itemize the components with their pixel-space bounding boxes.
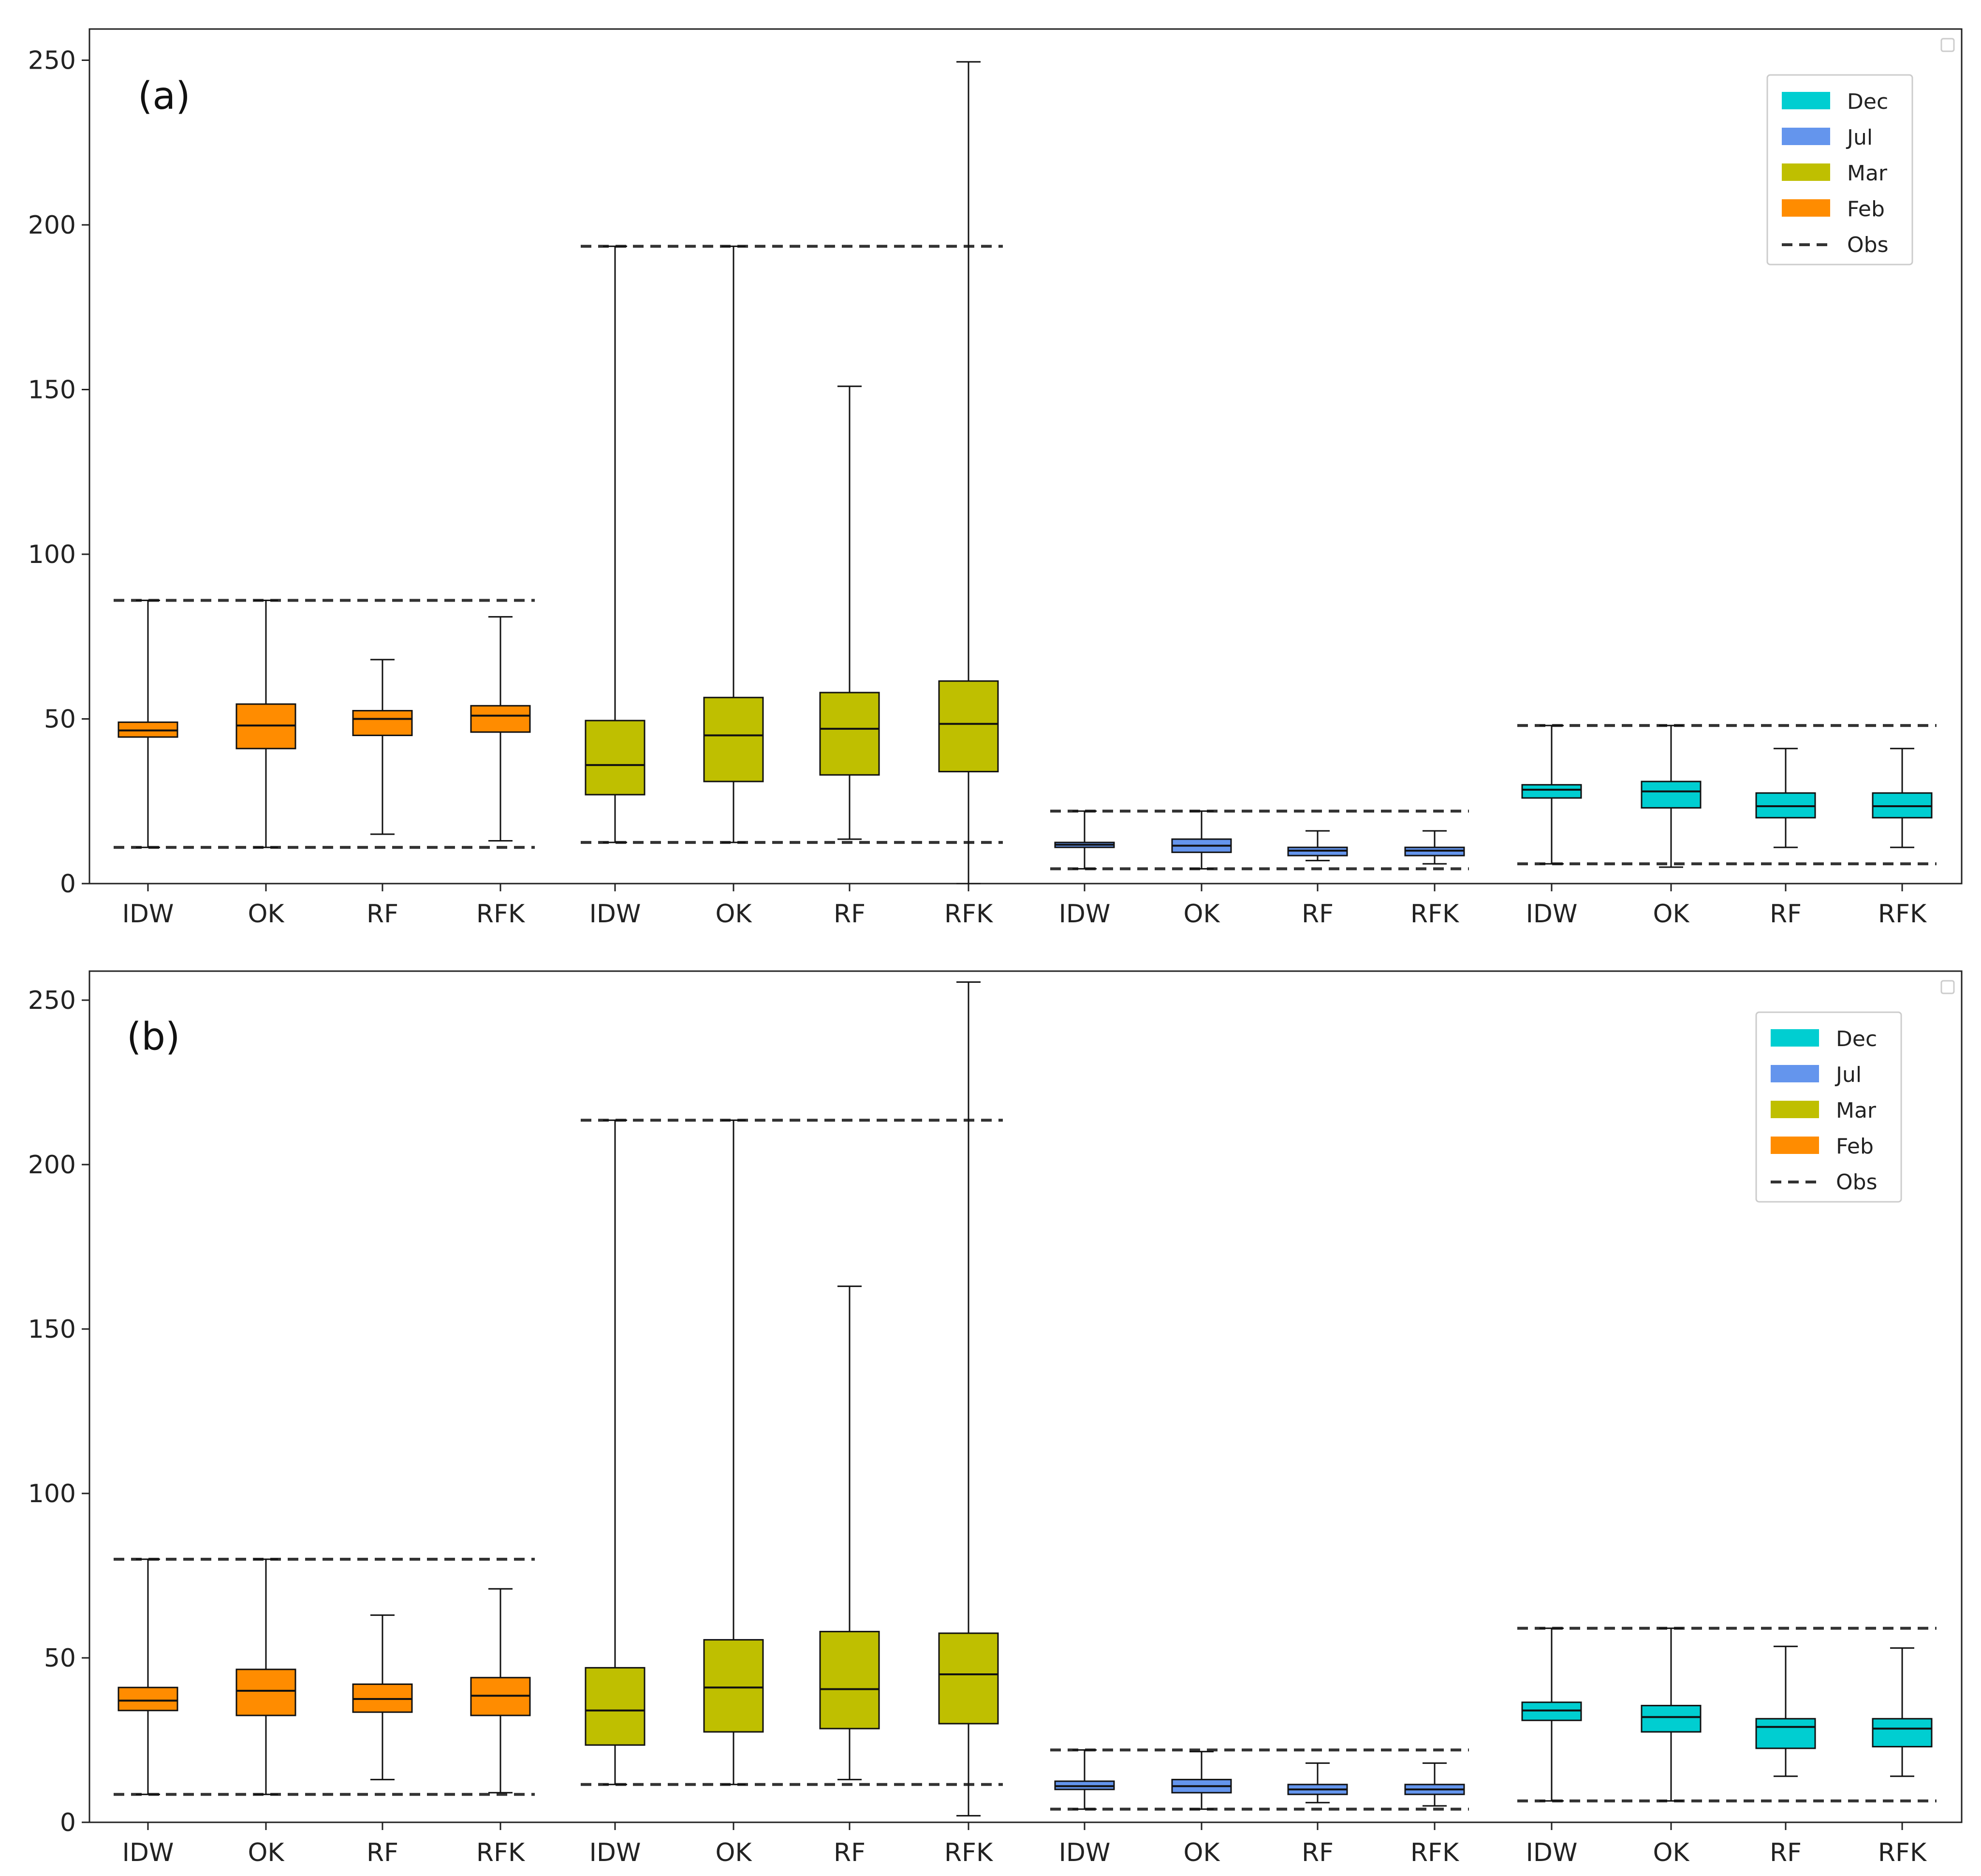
legend-swatch-mar xyxy=(1771,1101,1819,1118)
x-tick-label: RFK xyxy=(1878,900,1927,929)
x-tick-label: RFK xyxy=(1878,1838,1927,1867)
x-tick-label: RF xyxy=(834,900,866,929)
legend-label: Mar xyxy=(1847,161,1888,186)
legend: Dec Jul Mar Feb Obs xyxy=(1766,74,1913,266)
y-tick-label: 50 xyxy=(44,705,76,734)
legend-box xyxy=(1766,74,1913,266)
x-tick-label: IDW xyxy=(589,900,641,929)
x-tick-label: RF xyxy=(1770,900,1802,929)
x-tick-label: RF xyxy=(1302,1838,1334,1867)
x-tick-label: RF xyxy=(1770,1838,1802,1867)
box-mar-rf xyxy=(819,692,880,776)
x-tick-label: IDW xyxy=(1059,1838,1111,1867)
x-tick-label: OK xyxy=(1183,1838,1220,1867)
legend-label: Feb xyxy=(1836,1134,1874,1159)
box-feb-rf xyxy=(352,709,413,737)
y-tick-label: 100 xyxy=(28,1479,76,1508)
x-tick-label: OK xyxy=(1653,1838,1690,1867)
box-mar-idw xyxy=(585,720,646,796)
legend-label: Obs xyxy=(1836,1170,1878,1195)
legend-swatch-dec xyxy=(1782,92,1830,109)
legend-label: Jul xyxy=(1834,1063,1862,1087)
legend-swatch-mar xyxy=(1782,163,1830,181)
x-tick-label: OK xyxy=(248,1838,285,1867)
x-tick-label: RF xyxy=(367,900,398,929)
y-tick-label: 0 xyxy=(60,1808,76,1837)
x-tick-label: OK xyxy=(1183,900,1220,929)
y-tick-label: 150 xyxy=(28,376,76,405)
plot-frame xyxy=(88,970,1963,1823)
panel-label: (a) xyxy=(138,74,191,118)
legend-label: Dec xyxy=(1847,89,1888,114)
x-tick-label: RFK xyxy=(944,900,994,929)
legend: Dec Jul Mar Feb Obs xyxy=(1755,1011,1902,1203)
y-tick-label: 0 xyxy=(60,870,76,899)
box-mar-ok xyxy=(703,1639,764,1733)
legend-swatch-feb xyxy=(1771,1137,1819,1154)
x-tick-label: RF xyxy=(367,1838,398,1867)
box-feb-ok xyxy=(235,1669,296,1716)
x-tick-label: IDW xyxy=(589,1838,641,1867)
y-tick-label: 200 xyxy=(28,211,76,240)
legend-label: Dec xyxy=(1836,1027,1877,1051)
x-tick-label: RF xyxy=(1302,900,1334,929)
box-feb-idw xyxy=(117,1686,178,1712)
legend-box xyxy=(1755,1011,1902,1203)
x-tick-label: IDW xyxy=(1526,1838,1578,1867)
legend-label: Obs xyxy=(1847,233,1889,257)
legend-swatch-dec xyxy=(1771,1029,1819,1047)
legend-label: Jul xyxy=(1846,125,1873,150)
y-tick-label: 150 xyxy=(28,1315,76,1344)
y-tick-label: 250 xyxy=(28,986,76,1015)
box-mar-rfk xyxy=(938,1632,999,1725)
panel-a: 0 50 100 150 200 250 IDW OK RF RFK IDW OK RF RFK IDW OK… xyxy=(28,28,1963,929)
x-tick-label: RFK xyxy=(476,1838,526,1867)
panel-label: (b) xyxy=(127,1015,180,1059)
box-mar-idw xyxy=(585,1667,646,1746)
x-tick-label: OK xyxy=(715,1838,752,1867)
legend-label: Feb xyxy=(1847,197,1885,222)
x-tick-label: RFK xyxy=(944,1838,994,1867)
x-tick-label: OK xyxy=(715,900,752,929)
legend-swatch-jul xyxy=(1771,1065,1819,1082)
legend-swatch-jul xyxy=(1782,128,1830,145)
box-dec-ok xyxy=(1641,1705,1702,1733)
legend-swatch-feb xyxy=(1782,199,1830,217)
box-feb-rfk xyxy=(470,705,531,733)
x-tick-label: IDW xyxy=(1526,900,1578,929)
x-tick-label: RFK xyxy=(476,900,526,929)
legend-toggle-box xyxy=(1940,980,1955,994)
box-dec-idw xyxy=(1521,784,1582,799)
x-tick-label: RF xyxy=(834,1838,866,1867)
box-dec-ok xyxy=(1641,781,1702,809)
panel-b: 0 50 100 150 200 250 IDW OK RF RFK IDW OK RF RFK IDW OK… xyxy=(28,970,1963,1867)
x-tick-label: OK xyxy=(1653,900,1690,929)
x-tick-label: RFK xyxy=(1410,900,1460,929)
y-tick-label: 200 xyxy=(28,1151,76,1180)
legend-label: Mar xyxy=(1836,1098,1877,1123)
box-mar-rf xyxy=(819,1631,880,1729)
x-tick-label: RFK xyxy=(1410,1838,1460,1867)
legend-toggle-box xyxy=(1940,38,1955,52)
x-tick-label: IDW xyxy=(122,900,174,929)
x-tick-label: IDW xyxy=(122,1838,174,1867)
y-tick-label: 50 xyxy=(44,1644,76,1673)
x-tick-label: OK xyxy=(248,900,285,929)
plot-frame xyxy=(88,28,1963,885)
y-tick-label: 250 xyxy=(28,46,76,75)
box-mar-rfk xyxy=(938,680,999,772)
box-dec-rf xyxy=(1755,1718,1816,1749)
box-mar-ok xyxy=(703,696,764,783)
x-tick-label: IDW xyxy=(1059,900,1111,929)
y-tick-label: 100 xyxy=(28,540,76,569)
box-dec-rfk xyxy=(1872,1718,1933,1748)
